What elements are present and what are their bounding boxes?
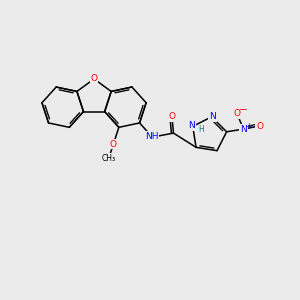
Text: N: N [188,121,195,130]
Text: O: O [169,112,176,122]
Text: O: O [233,109,241,118]
Text: N: N [240,124,247,134]
Text: N: N [209,112,216,121]
Text: NH: NH [145,132,158,141]
Text: CH₃: CH₃ [102,154,116,163]
Text: O: O [91,74,98,83]
Text: O: O [110,140,117,148]
Text: −: − [239,105,248,115]
Text: H: H [198,125,204,134]
Text: +: + [245,122,252,131]
Text: O: O [256,122,263,131]
